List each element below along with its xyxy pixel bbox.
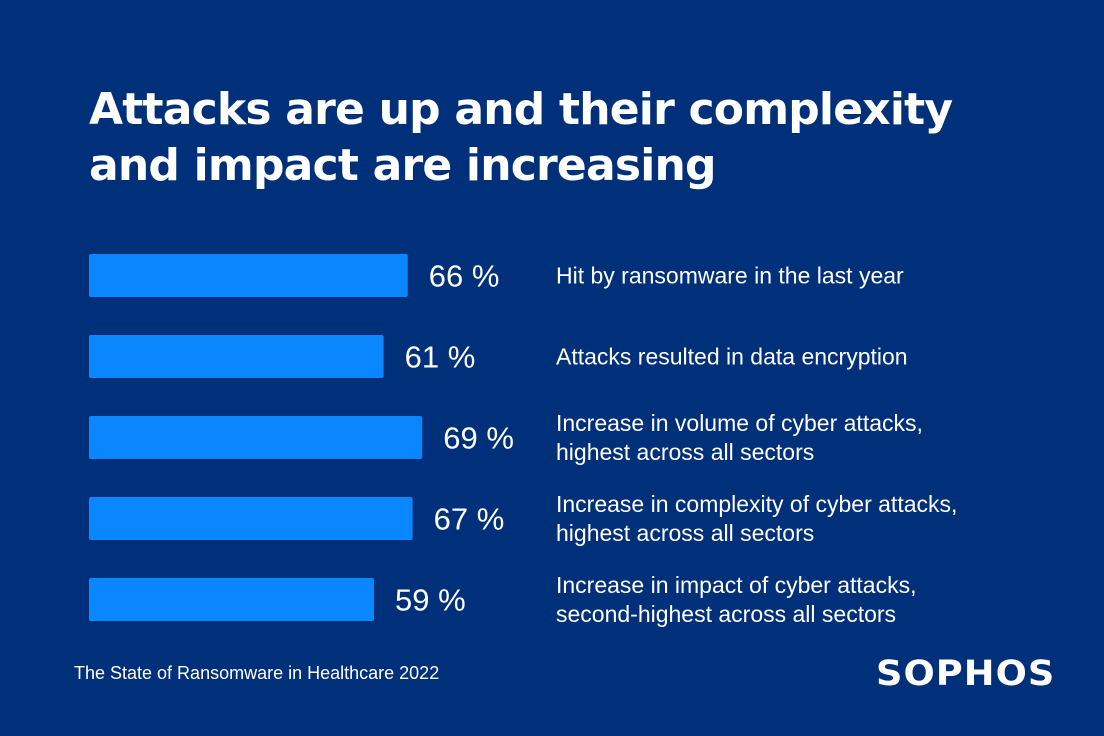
value-label: 67 % [434, 502, 505, 537]
bar [89, 335, 384, 378]
value-label: 69 % [443, 421, 514, 456]
bar [89, 416, 423, 459]
category-label: Increase in impact of cyber attacks, [556, 572, 917, 598]
bar [89, 578, 374, 621]
category-label: highest across all sectors [556, 439, 814, 465]
page-title: Attacks are up and their complexity and … [89, 84, 953, 191]
bar-chart: 66 % Hit by ransomware in the last year 61… [89, 254, 957, 627]
sophos-logo: SOPHOS [876, 654, 1056, 694]
bar [89, 497, 413, 540]
category-label: Increase in volume of cyber attacks, [556, 410, 923, 436]
value-label: 59 % [395, 583, 466, 618]
value-label: 66 % [429, 259, 500, 294]
category-label: second-highest across all sectors [556, 601, 896, 627]
source-caption: The State of Ransomware in Healthcare 20… [74, 663, 440, 683]
category-label: Attacks resulted in data encryption [556, 344, 908, 370]
category-label: Hit by ransomware in the last year [556, 263, 904, 289]
category-label: highest across all sectors [556, 520, 814, 546]
value-label: 61 % [405, 340, 476, 375]
bar [89, 254, 408, 297]
category-label: Increase in complexity of cyber attacks, [556, 491, 957, 517]
